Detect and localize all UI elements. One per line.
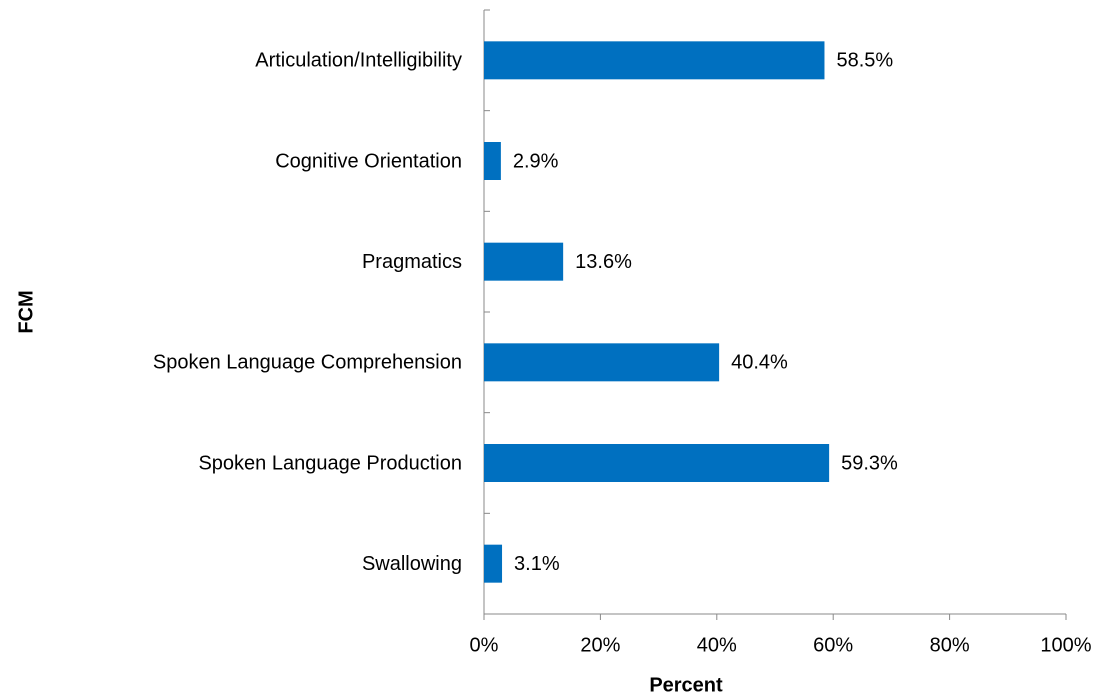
- data-label: 40.4%: [731, 352, 788, 374]
- data-label: 58.5%: [836, 50, 893, 72]
- x-tick-label: 0%: [470, 634, 499, 656]
- y-tick-label: Spoken Language Production: [198, 452, 462, 474]
- x-tick-label: 20%: [580, 634, 620, 656]
- bar: [484, 343, 720, 382]
- bar: [484, 444, 830, 482]
- x-tick-label: 100%: [1040, 634, 1091, 656]
- data-label: 2.9%: [513, 150, 559, 172]
- y-tick-label: Cognitive Orientation: [275, 150, 462, 172]
- data-label: 3.1%: [514, 553, 560, 575]
- data-label: 59.3%: [841, 452, 898, 474]
- bar: [484, 242, 564, 281]
- x-tick-label: 60%: [813, 634, 853, 656]
- x-tick-label: 80%: [930, 634, 970, 656]
- bar: [484, 544, 503, 583]
- x-tick-label: 40%: [697, 634, 737, 656]
- bar: [484, 142, 501, 180]
- y-tick-label: Articulation/Intelligibility: [255, 50, 462, 72]
- y-axis-title: FCM: [15, 290, 37, 333]
- x-axis-title: Percent: [649, 674, 723, 696]
- data-label: 13.6%: [575, 251, 632, 273]
- y-tick-label: Pragmatics: [362, 251, 462, 273]
- y-tick-label: Swallowing: [362, 553, 462, 575]
- y-tick-label: Spoken Language Comprehension: [153, 352, 462, 374]
- bar: [484, 41, 825, 80]
